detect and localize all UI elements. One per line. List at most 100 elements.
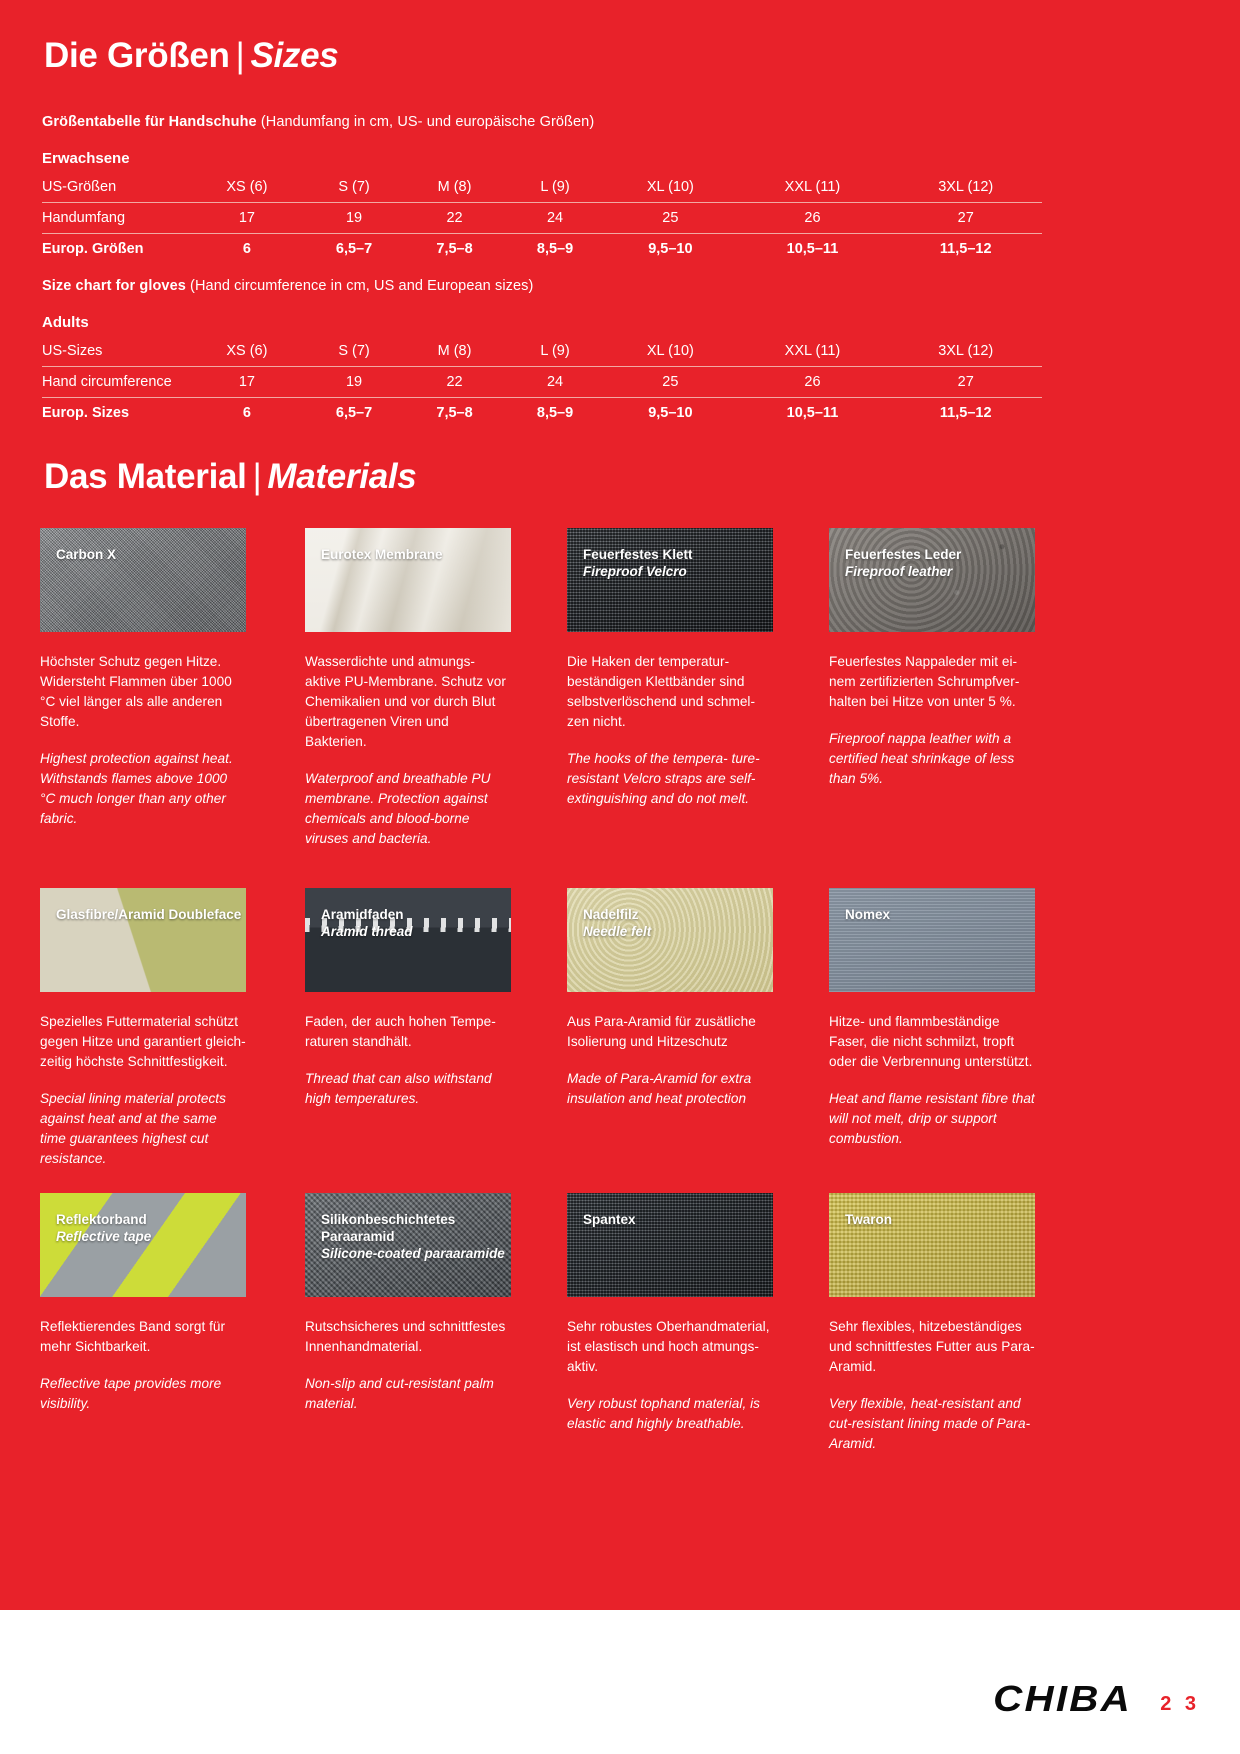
materials-section-title: Das Material | Materials (44, 457, 417, 497)
cell-us-de-0: XS (6) (190, 172, 304, 203)
cell-circ-en-1: 19 (303, 366, 405, 398)
material-swatch-nadelfilz: Nadelfilz Needle felt (567, 888, 773, 992)
material-desc-en-1: Waterproof and breathable PU membrane. P… (305, 770, 491, 846)
cell-circ-de-1: 19 (303, 202, 405, 234)
materials-row-3: Reflektorband Reflective tape Reflektier… (40, 1193, 1050, 1493)
material-desc-de-0: Höchster Schutz gegen Hitze. Widersteht … (40, 654, 232, 729)
material-desc-en-4: Special lining material protects against… (40, 1090, 226, 1166)
cell-eu-de-4: 9,5–10 (648, 241, 693, 257)
cell-us-de-6: 3XL (12) (889, 172, 1042, 203)
material-card-spantex: Spantex Sehr robustes Oberhandmaterial, … (567, 1193, 773, 1434)
row-label-us-sizes-de: US-Größen (42, 172, 190, 203)
material-desc-en-3: Fireproof nappa leather with a certified… (829, 730, 1015, 786)
material-swatch-feuerfestes-klett: Feuerfestes Klett Fireproof Velcro (567, 528, 773, 632)
cell-circ-en-2: 22 (404, 366, 505, 398)
material-swatch-twaron: Twaron (829, 1193, 1035, 1297)
material-name-de-4: Glasfibre/Aramid Doubleface (56, 907, 242, 922)
cell-eu-de-1: 6,5–7 (335, 241, 373, 257)
material-swatch-carbon-x: Carbon X (40, 528, 246, 632)
material-caption-feuerfestes-klett: Feuerfestes Klett Fireproof Velcro (583, 547, 693, 581)
material-description-twaron: Sehr flexibles, hitzebeständiges und sch… (829, 1317, 1035, 1454)
material-caption-aramidfaden: Aramidfaden Aramid thread (321, 907, 413, 941)
material-caption-nomex: Nomex (845, 907, 890, 924)
cell-eu-de-0: 6 (242, 241, 251, 257)
cell-us-de-2: M (8) (404, 172, 505, 203)
row-label-circumference-de: Handumfang (42, 202, 190, 234)
cell-eu-en-5: 10,5–11 (786, 405, 839, 421)
material-name-de-5: Aramidfaden (321, 907, 404, 922)
cell-circ-en-3: 24 (504, 366, 606, 398)
cell-eu-de-3: 8,5–9 (536, 241, 574, 257)
material-caption-silikonbeschichtetes-paraaramid: Silikonbeschichtetes Paraaramid Silicone… (321, 1212, 511, 1263)
material-description-nadelfilz: Aus Para-Aramid für zusätliche Isolierun… (567, 1012, 773, 1109)
material-desc-de-9: Rutschsicheres und schnittfestes Innenha… (305, 1319, 506, 1354)
table-row-us-sizes-en: US-Sizes XS (6) S (7) M (8) L (9) XL (10… (42, 336, 1042, 367)
material-swatch-aramidfaden: Aramidfaden Aramid thread (305, 888, 511, 992)
material-description-glasfibre-aramid: Spezielles Futtermaterial schützt gegen … (40, 1012, 246, 1169)
material-name-de-7: Nomex (845, 907, 891, 922)
material-name-de-2: Feuerfestes Klett (583, 547, 693, 562)
en-size-table: US-Sizes XS (6) S (7) M (8) L (9) XL (10… (42, 336, 1042, 428)
materials-title-de: Das Material (44, 457, 247, 496)
material-description-eurotex-membrane: Wasserdichte und atmungs- aktive PU-Memb… (305, 652, 511, 849)
material-desc-en-10: Very robust tophand material, is elastic… (567, 1395, 761, 1431)
cell-eu-en-4: 9,5–10 (648, 405, 693, 421)
en-table-group-label: Adults (42, 314, 89, 331)
material-desc-en-6: Made of Para-Aramid for extra insulation… (567, 1070, 752, 1106)
cell-eu-de-2: 7,5–8 (436, 241, 473, 257)
material-description-spantex: Sehr robustes Oberhandmaterial, ist elas… (567, 1317, 773, 1434)
material-description-feuerfestes-klett: Die Haken der temperatur- beständigen Kl… (567, 652, 773, 809)
material-caption-eurotex-membrane: Eurotex Membrane (321, 547, 443, 564)
sizes-title-en: Sizes (250, 36, 339, 75)
material-caption-carbon-x: Carbon X (56, 547, 116, 564)
page-number: 2 3 (1160, 1693, 1200, 1715)
material-card-carbon-x: Carbon X Höchster Schutz gegen Hitze. Wi… (40, 528, 246, 829)
material-caption-glasfibre-aramid: Glasfibre/Aramid Doubleface (56, 907, 241, 924)
cell-eu-en-2: 7,5–8 (436, 405, 473, 421)
material-card-nomex: Nomex Hitze- und flammbeständige Faser, … (829, 888, 1035, 1149)
material-name-en-5: Aramid thread (321, 923, 413, 939)
cell-us-de-5: XXL (11) (735, 172, 890, 203)
material-desc-en-11: Very flexible, heat-resistant and cut-re… (829, 1395, 1031, 1451)
cell-us-en-0: XS (6) (190, 336, 304, 367)
cell-circ-en-0: 17 (190, 366, 304, 398)
material-name-de-8: Reflektorband (56, 1212, 147, 1227)
cell-circ-de-3: 24 (504, 202, 606, 234)
en-table-intro-rest: (Hand circumference in cm, US and Europe… (185, 278, 534, 294)
material-card-nadelfilz: Nadelfilz Needle felt Aus Para-Aramid fü… (567, 888, 773, 1109)
de-table-intro-rest: (Handumfang in cm, US- und europäische G… (256, 114, 595, 130)
material-caption-twaron: Twaron (845, 1212, 892, 1229)
sizes-title-de: Die Größen (44, 36, 230, 75)
en-table-intro: Size chart for gloves (Hand circumferenc… (42, 278, 533, 294)
de-table-group-label: Erwachsene (42, 150, 130, 167)
material-name-de-9: Silikonbeschichtetes Paraaramid (321, 1212, 456, 1244)
material-swatch-glasfibre-aramid: Glasfibre/Aramid Doubleface (40, 888, 246, 992)
cell-us-de-1: S (7) (303, 172, 405, 203)
material-caption-spantex: Spantex (583, 1212, 636, 1229)
cell-eu-en-6: 11,5–12 (939, 405, 992, 421)
material-card-glasfibre-aramid: Glasfibre/Aramid Doubleface Spezielles F… (40, 888, 246, 1169)
cell-us-de-3: L (9) (504, 172, 606, 203)
row-label-circumference-en: Hand circumference (42, 366, 190, 398)
materials-title-en: Materials (267, 457, 417, 496)
table-row-euro-sizes-de: Europ. Größen 6 6,5–7 7,5–8 8,5–9 9,5–10… (42, 234, 1042, 265)
material-description-carbon-x: Höchster Schutz gegen Hitze. Widersteht … (40, 652, 246, 829)
material-description-nomex: Hitze- und flammbeständige Faser, die ni… (829, 1012, 1035, 1149)
material-caption-reflektorband: Reflektorband Reflective tape (56, 1212, 151, 1246)
material-name-en-2: Fireproof Velcro (583, 563, 687, 579)
table-row-us-sizes-de: US-Größen XS (6) S (7) M (8) L (9) XL (1… (42, 172, 1042, 203)
cell-us-en-6: 3XL (12) (889, 336, 1042, 367)
material-description-feuerfestes-leder: Feuerfestes Nappaleder mit ei- nem zerti… (829, 652, 1035, 789)
material-swatch-nomex: Nomex (829, 888, 1035, 992)
materials-title-divider: | (252, 457, 262, 496)
material-name-de-11: Twaron (845, 1212, 892, 1227)
cell-circ-de-4: 25 (605, 202, 736, 234)
materials-row-1: Carbon X Höchster Schutz gegen Hitze. Wi… (40, 528, 1050, 888)
row-label-euro-de: Europ. Größen (42, 241, 144, 257)
material-description-silikonbeschichtetes-paraaramid: Rutschsicheres und schnittfestes Innenha… (305, 1317, 511, 1414)
material-swatch-silikonbeschichtetes-paraaramid: Silikonbeschichtetes Paraaramid Silicone… (305, 1193, 511, 1297)
material-name-en-9: Silicone-coated paraaramide (321, 1245, 505, 1261)
material-desc-de-1: Wasserdichte und atmungs- aktive PU-Memb… (305, 654, 506, 749)
cell-circ-en-5: 26 (735, 366, 890, 398)
